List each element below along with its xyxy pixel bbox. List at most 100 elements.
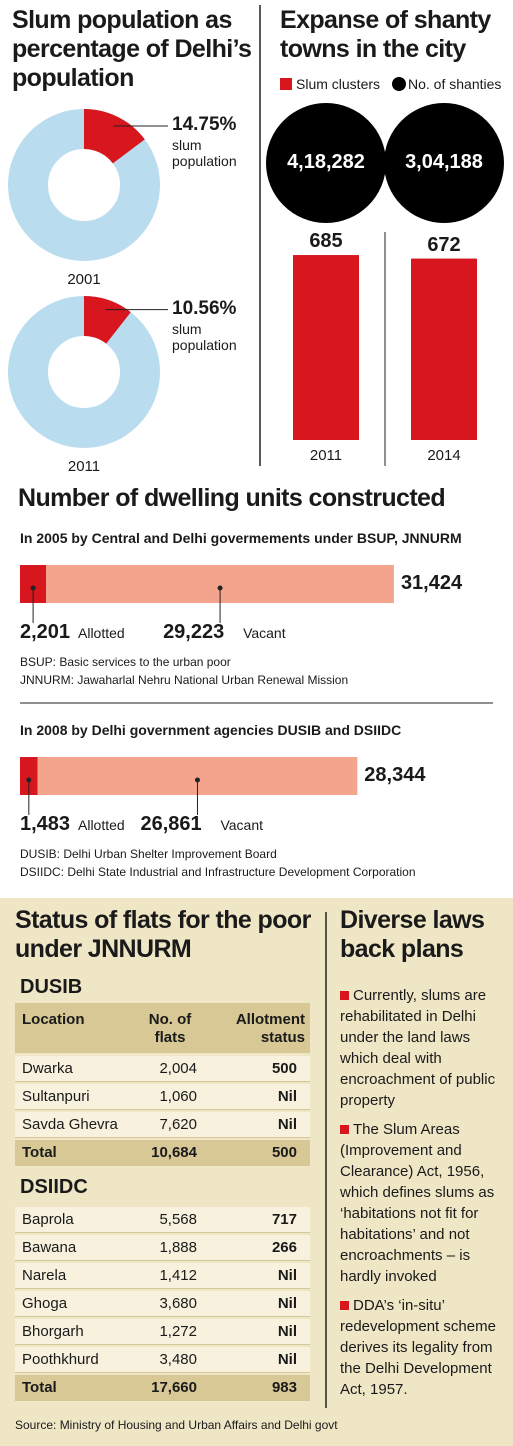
cell: Baprola bbox=[22, 1211, 74, 1228]
legend-label: Slum clusters bbox=[296, 76, 381, 92]
table-row bbox=[15, 1207, 310, 1233]
table-row bbox=[15, 1235, 310, 1261]
cell: 10,684 bbox=[151, 1144, 197, 1161]
table-title: Status of flats for the poor under JNNUR… bbox=[15, 906, 311, 963]
donut-slice bbox=[84, 296, 131, 344]
cell: 3,480 bbox=[159, 1351, 197, 1368]
cell: Nil bbox=[277, 1351, 297, 1368]
cell: 1,272 bbox=[159, 1323, 197, 1340]
table-row bbox=[15, 1112, 310, 1138]
cell: 266 bbox=[271, 1239, 297, 1256]
footnote: DUSIB: Delhi Urban Shelter Improvement B… bbox=[20, 847, 277, 861]
value-label: 672 bbox=[427, 233, 461, 256]
cell: 1,060 bbox=[159, 1088, 197, 1105]
cell: 983 bbox=[271, 1379, 297, 1396]
total-label: 31,424 bbox=[400, 572, 463, 594]
footnote: BSUP: Basic services to the urban poor bbox=[20, 655, 231, 669]
cell: 500 bbox=[271, 1060, 297, 1077]
cell: 7,620 bbox=[159, 1116, 197, 1133]
table-row bbox=[15, 1140, 310, 1166]
cell: Total bbox=[22, 1379, 57, 1396]
value-label: 10.56% bbox=[172, 297, 237, 319]
law-item: Currently, slums are rehabilitated in De… bbox=[340, 985, 505, 1111]
cell: 3,680 bbox=[159, 1295, 197, 1312]
legend-label: No. of shanties bbox=[408, 76, 502, 92]
cell: 17,660 bbox=[151, 1379, 197, 1396]
cell: Dwarka bbox=[22, 1060, 73, 1077]
series-label: Vacant bbox=[243, 625, 286, 641]
table-row bbox=[15, 1347, 310, 1373]
table-row bbox=[15, 1263, 310, 1289]
source: Source: Ministry of Housing and Urban Af… bbox=[15, 1418, 338, 1432]
table-row bbox=[15, 1319, 310, 1345]
cell: Bawana bbox=[22, 1239, 77, 1256]
footnote: JNNURM: Jawaharlal Nehru National Urban … bbox=[20, 673, 349, 687]
total-label: 28,344 bbox=[364, 764, 426, 786]
group-name: DUSIB bbox=[20, 976, 83, 998]
donut-slice bbox=[84, 109, 145, 164]
value-label: 1,483 bbox=[20, 813, 71, 835]
value-label: 29,223 bbox=[163, 621, 225, 643]
caption: 2011 bbox=[67, 458, 101, 475]
cell: Nil bbox=[277, 1267, 297, 1284]
x-tick-label: 2011 bbox=[309, 447, 343, 464]
value-label: 4,18,282 bbox=[287, 151, 365, 173]
shanty-circle bbox=[266, 103, 386, 223]
cell: Nil bbox=[277, 1295, 297, 1312]
cell: Poothkhurd bbox=[22, 1351, 99, 1368]
group-name: DSIIDC bbox=[20, 1176, 88, 1198]
bar bbox=[293, 255, 359, 440]
cell: Ghoga bbox=[22, 1295, 68, 1312]
cell: 1,412 bbox=[159, 1267, 197, 1284]
law-item: The Slum Areas (Improvement and Clearanc… bbox=[340, 1119, 505, 1287]
shanty-circle bbox=[384, 103, 504, 223]
chart-title: Expanse of shanty towns in the city bbox=[280, 6, 491, 63]
legend-marker bbox=[392, 77, 406, 91]
table-row bbox=[15, 1056, 310, 1082]
annotation: slum population bbox=[172, 136, 237, 169]
bar bbox=[411, 258, 477, 440]
legend-marker bbox=[280, 78, 292, 90]
value-label: 685 bbox=[309, 230, 343, 253]
cell: Bhorgarh bbox=[22, 1323, 84, 1340]
value-label: 26,861 bbox=[140, 813, 202, 835]
chart-title: Slum population as percentage of Delhi’s… bbox=[12, 6, 252, 92]
value-label: 3,04,188 bbox=[405, 151, 483, 173]
cell: 1,888 bbox=[159, 1239, 197, 1256]
subtitle: In 2008 by Delhi government agencies DUS… bbox=[20, 722, 402, 738]
series-label: Allotted bbox=[78, 817, 125, 833]
cell: Narela bbox=[22, 1267, 67, 1284]
subtitle: In 2005 by Central and Delhi govermement… bbox=[20, 530, 462, 546]
value-label: 2,201 bbox=[20, 621, 71, 643]
chart-title: Number of dwelling units constructed bbox=[18, 484, 446, 512]
value-label: 14.75% bbox=[172, 113, 237, 135]
table-row bbox=[15, 1291, 310, 1317]
column-header: Location bbox=[22, 1011, 85, 1028]
annotation: slum population bbox=[172, 320, 237, 353]
caption: 2001 bbox=[67, 271, 101, 288]
footnote: DSIIDC: Delhi State Industrial and Infra… bbox=[20, 865, 416, 879]
cell: Total bbox=[22, 1144, 57, 1161]
law-item: DDA’s ‘in-situ’ redevelopment scheme der… bbox=[340, 1295, 505, 1400]
column-header: No. of flats bbox=[148, 1011, 192, 1046]
cell: Savda Ghevra bbox=[22, 1116, 118, 1133]
cell: Nil bbox=[277, 1088, 297, 1105]
bar-segment bbox=[20, 757, 38, 795]
cell: 5,568 bbox=[159, 1211, 197, 1228]
cell: Sultanpuri bbox=[22, 1088, 90, 1105]
x-tick-label: 2014 bbox=[427, 447, 461, 464]
cell: Nil bbox=[277, 1116, 297, 1133]
cell: 717 bbox=[271, 1211, 297, 1228]
series-label: Vacant bbox=[220, 817, 264, 833]
table-row bbox=[15, 1084, 310, 1110]
table-row bbox=[15, 1375, 310, 1401]
cell: 2,004 bbox=[159, 1060, 197, 1077]
series-label: Allotted bbox=[78, 625, 125, 641]
cell: Nil bbox=[277, 1323, 297, 1340]
side-title: Diverse laws back plans bbox=[340, 906, 485, 963]
column-header: Allotment status bbox=[235, 1011, 305, 1046]
cell: 500 bbox=[271, 1144, 297, 1161]
table-header bbox=[15, 1003, 310, 1053]
